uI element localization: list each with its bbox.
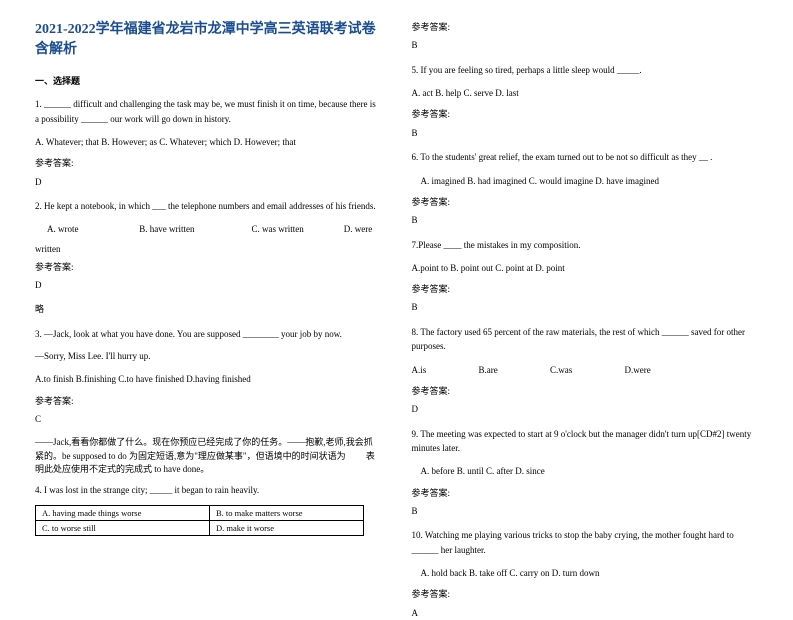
q4-answer-label: 参考答案: [412, 20, 759, 34]
q4-cell-d: D. make it worse [209, 521, 363, 536]
q4-answer: B [412, 38, 759, 52]
q8-opt-d: D.were [625, 365, 651, 375]
q1-options: A. Whatever; that B. However; as C. What… [35, 134, 382, 150]
q8-answer-label: 参考答案: [412, 384, 759, 398]
q8-opt-a: A.is [412, 365, 427, 375]
q9-options: A. before B. until C. after D. since [412, 463, 759, 479]
q9-text: 9. The meeting was expected to start at … [412, 427, 759, 456]
q6-answer-label: 参考答案: [412, 195, 759, 209]
q2-text: 2. He kept a notebook, in which ___ the … [35, 199, 382, 213]
section-heading: 一、选择题 [35, 74, 382, 87]
q6-text: 6. To the students' great relief, the ex… [412, 150, 759, 164]
q4-cell-a: A. having made things worse [36, 506, 210, 521]
q8-opt-b: B.are [479, 365, 498, 375]
q8-opt-c: C.was [550, 365, 572, 375]
q3-options: A.to finish B.finishing C.to have finish… [35, 371, 382, 387]
q2-options: A. wrote B. have written C. was written … [35, 221, 382, 237]
q1-answer-label: 参考答案: [35, 156, 382, 170]
q9-answer-label: 参考答案: [412, 486, 759, 500]
q5-answer-label: 参考答案: [412, 107, 759, 121]
q3-explanation: ——Jack,看看你都做了什么。现在你预应已经完成了你的任务。——抱歉,老师,我… [35, 436, 382, 477]
q4-cell-c: C. to worse still [36, 521, 210, 536]
q1-answer: D [35, 175, 382, 189]
q5-options: A. act B. help C. serve D. last [412, 85, 759, 101]
q2-opt-d: D. were [344, 224, 373, 234]
q3-text2: —Sorry, Miss Lee. I'll hurry up. [35, 349, 382, 363]
q3-answer-label: 参考答案: [35, 394, 382, 408]
table-row: C. to worse still D. make it worse [36, 521, 364, 536]
q8-options: A.is B.are C.was D.were [412, 362, 759, 378]
q1-text: 1. ______ difficult and challenging the … [35, 97, 382, 126]
q5-answer: B [412, 126, 759, 140]
q10-answer-label: 参考答案: [412, 587, 759, 601]
q7-answer-label: 参考答案: [412, 282, 759, 296]
q3-answer: C [35, 412, 382, 426]
q7-text: 7.Please ____ the mistakes in my composi… [412, 238, 759, 252]
q7-answer: B [412, 300, 759, 314]
q2-note: 略 [35, 302, 382, 316]
q4-cell-b: B. to make matters worse [209, 506, 363, 521]
q10-text: 10. Watching me playing various tricks t… [412, 528, 759, 557]
q2-answer-label: 参考答案: [35, 260, 382, 274]
q9-answer: B [412, 504, 759, 518]
q3-text: 3. —Jack, look at what you have done. Yo… [35, 327, 382, 341]
q2-opt-a: A. wrote [47, 221, 137, 237]
q7-options: A.point to B. point out C. point at D. p… [412, 260, 759, 276]
table-row: A. having made things worse B. to make m… [36, 506, 364, 521]
q8-answer: D [412, 402, 759, 416]
q4-text: 4. I was lost in the strange city; _____… [35, 483, 382, 497]
q10-options: A. hold back B. take off C. carry on D. … [412, 565, 759, 581]
q2-answer: D [35, 278, 382, 292]
q6-answer: B [412, 213, 759, 227]
q6-options: A. imagined B. had imagined C. would ima… [412, 173, 759, 189]
document-title: 2021-2022学年福建省龙岩市龙潭中学高三英语联考试卷含解析 [35, 20, 382, 59]
q10-answer: A [412, 606, 759, 620]
q2-opt-c: C. was written [252, 221, 342, 237]
q4-options-table: A. having made things worse B. to make m… [35, 505, 364, 536]
q2-opt-d2: written [35, 244, 382, 254]
q5-text: 5. If you are feeling so tired, perhaps … [412, 63, 759, 77]
q2-opt-b: B. have written [139, 221, 249, 237]
q8-text: 8. The factory used 65 percent of the ra… [412, 325, 759, 354]
